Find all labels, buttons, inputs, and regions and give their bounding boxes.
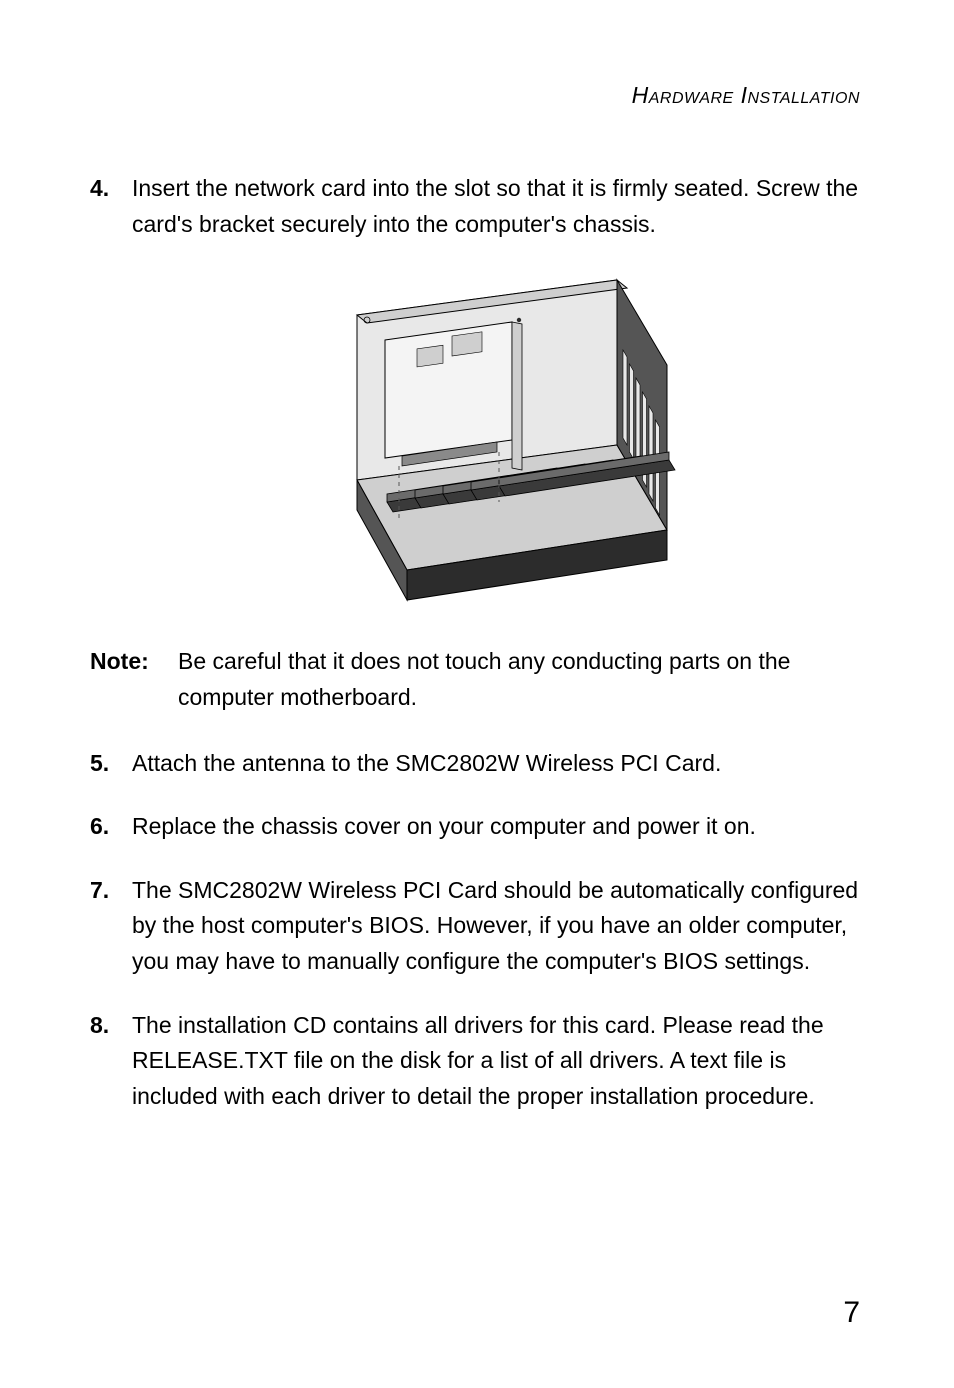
installation-figure bbox=[90, 270, 864, 610]
note-label: Note: bbox=[90, 644, 178, 715]
pci-install-illustration bbox=[267, 270, 687, 610]
step-text: Attach the antenna to the SMC2802W Wirel… bbox=[132, 746, 864, 782]
step-number: 8. bbox=[90, 1008, 132, 1115]
note: Note: Be careful that it does not touch … bbox=[90, 644, 864, 715]
step-text: The SMC2802W Wireless PCI Card should be… bbox=[132, 873, 864, 980]
page: Hardware Installation 4. Insert the netw… bbox=[0, 0, 954, 1388]
note-text: Be careful that it does not touch any co… bbox=[178, 644, 864, 715]
step-text: Replace the chassis cover on your comput… bbox=[132, 809, 864, 845]
page-header: Hardware Installation bbox=[90, 82, 864, 109]
step-number: 4. bbox=[90, 171, 132, 242]
step-4: 4. Insert the network card into the slot… bbox=[90, 171, 864, 242]
step-number: 7. bbox=[90, 873, 132, 980]
step-8: 8. The installation CD contains all driv… bbox=[90, 1008, 864, 1115]
step-number: 6. bbox=[90, 809, 132, 845]
step-text: The installation CD contains all drivers… bbox=[132, 1008, 864, 1115]
step-text: Insert the network card into the slot so… bbox=[132, 171, 864, 242]
step-number: 5. bbox=[90, 746, 132, 782]
page-number: 7 bbox=[843, 1296, 860, 1330]
step-6: 6. Replace the chassis cover on your com… bbox=[90, 809, 864, 845]
step-5: 5. Attach the antenna to the SMC2802W Wi… bbox=[90, 746, 864, 782]
step-7: 7. The SMC2802W Wireless PCI Card should… bbox=[90, 873, 864, 980]
